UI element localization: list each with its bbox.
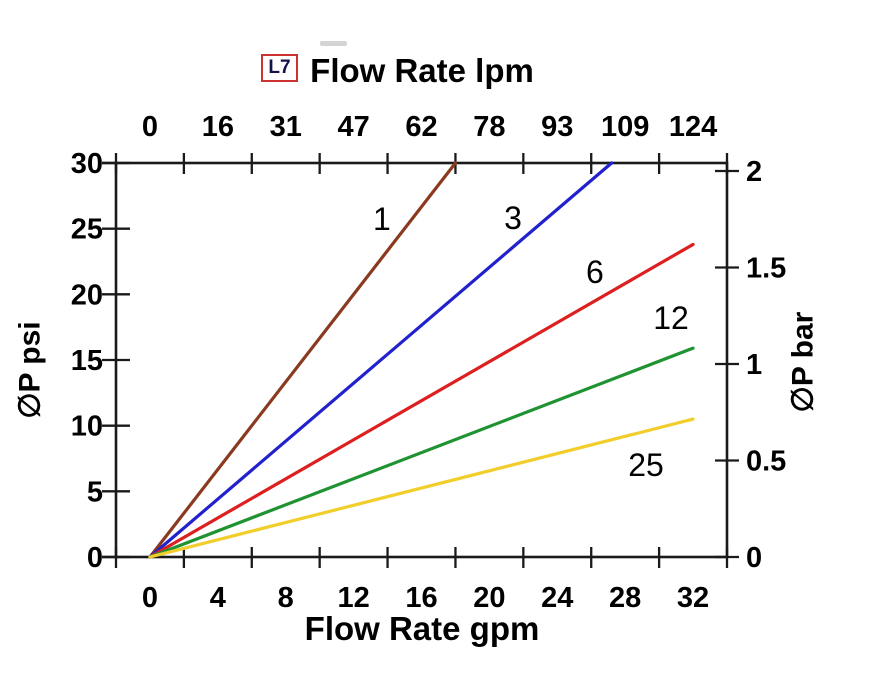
x-axis-bottom-tick-label: 8 — [278, 582, 294, 614]
x-axis-bottom-tick-label: 16 — [405, 582, 437, 614]
y-axis-left-tick-label: 30 — [71, 148, 103, 180]
x-axis-bottom-tick-label: 24 — [541, 582, 573, 614]
x-axis-bottom-tick-label: 20 — [473, 582, 505, 614]
x-axis-top-tick-label: 0 — [142, 111, 158, 143]
plot-frame — [114, 161, 729, 559]
y-axis-left-tick-label: 25 — [71, 214, 103, 246]
y-axis-right-tick-label: 1 — [746, 349, 762, 381]
series-label-3: 3 — [504, 200, 522, 236]
y-axis-left-tick-label: 0 — [87, 542, 103, 574]
y-axis-right-tick-label: 0.5 — [746, 445, 786, 477]
y-axis-right-tick-label: 2 — [746, 156, 762, 188]
y-axis-left-tick-label: 15 — [71, 345, 103, 377]
y-axis-left-tick-label: 10 — [71, 411, 103, 443]
x-axis-top-tick-label: 93 — [541, 111, 573, 143]
x-axis-top-tick-label: 47 — [337, 111, 369, 143]
smudge-mark — [320, 41, 347, 46]
y-axis-right-tick-label: 1.5 — [746, 252, 786, 284]
bottom-axis-title: Flow Rate gpm — [304, 610, 540, 647]
series-line-1 — [148, 161, 458, 559]
x-axis-top-tick-label: 62 — [405, 111, 437, 143]
x-axis-top-tick-label: 109 — [601, 111, 649, 143]
x-axis-bottom-tick-label: 28 — [609, 582, 641, 614]
x-axis-top-tick-label: 31 — [270, 111, 302, 143]
top-axis-title: Flow Rate lpm — [310, 52, 534, 89]
x-axis-bottom-tick-label: 4 — [210, 582, 226, 614]
series-line-12 — [148, 346, 695, 559]
x-axis-bottom-tick-label: 12 — [337, 582, 369, 614]
y-axis-right-tick-label: 0 — [746, 542, 762, 574]
series-line-3 — [148, 161, 614, 559]
l7-badge-label: L7 — [268, 57, 291, 78]
series-label-25: 25 — [628, 447, 664, 483]
series-label-1: 1 — [373, 201, 391, 237]
series-label-6: 6 — [586, 254, 604, 290]
series-line-6 — [148, 242, 695, 559]
x-axis-top-tick-label: 124 — [669, 111, 717, 143]
series-label-12: 12 — [653, 300, 689, 336]
x-axis-bottom-tick-label: 32 — [677, 582, 709, 614]
x-axis-top-tick-label: 16 — [202, 111, 234, 143]
y-axis-left-tick-label: 20 — [71, 279, 103, 311]
x-axis-top-tick-label: 78 — [473, 111, 505, 143]
series-line-25 — [148, 417, 695, 559]
y-axis-left-tick-label: 5 — [87, 476, 103, 508]
x-axis-bottom-tick-label: 0 — [142, 582, 158, 614]
l7-badge: L7 — [261, 54, 298, 82]
